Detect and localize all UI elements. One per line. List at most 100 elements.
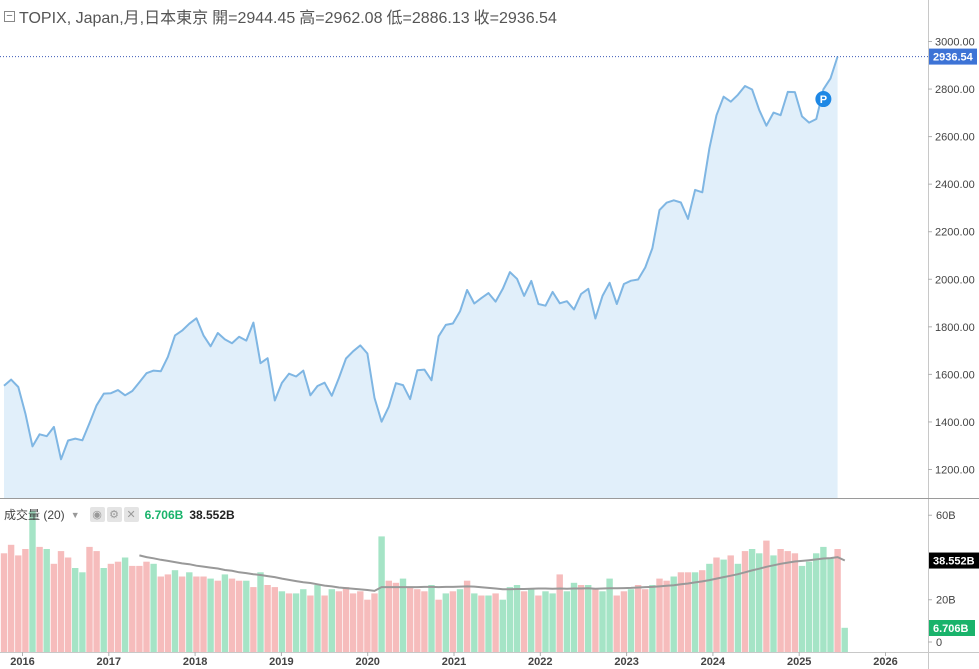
volume-bar bbox=[813, 553, 820, 652]
volume-bar bbox=[727, 555, 734, 652]
volume-bar bbox=[50, 563, 58, 652]
volume-bar bbox=[463, 580, 471, 652]
volume-bar bbox=[520, 591, 528, 652]
volume-bar bbox=[72, 568, 79, 652]
volume-bar bbox=[15, 555, 22, 652]
time-tick-label: 2021 bbox=[442, 656, 466, 668]
volume-tick-label: 0 bbox=[936, 637, 942, 649]
volume-bar bbox=[357, 591, 364, 652]
volume-bar bbox=[713, 557, 720, 652]
volume-bar bbox=[570, 582, 578, 652]
close-icon[interactable]: ✕ bbox=[123, 507, 139, 522]
volume-bar bbox=[300, 589, 307, 652]
symbol-legend: − TOPIX, Japan,月,日本東京 開=2944.45 高=2962.0… bbox=[4, 4, 557, 28]
price-tick-label: 2800.00 bbox=[935, 84, 975, 96]
volume-bar bbox=[485, 595, 492, 652]
last-price-label: 2936.54 bbox=[933, 52, 974, 64]
volume-bar bbox=[734, 563, 742, 652]
chevron-down-icon[interactable]: ▼ bbox=[70, 509, 80, 520]
volume-bar bbox=[100, 568, 107, 652]
volume-bar bbox=[435, 599, 442, 652]
volume-bar bbox=[542, 591, 549, 652]
volume-bar bbox=[328, 589, 335, 652]
symbol-title: TOPIX, Japan,月,日本東京 bbox=[19, 10, 209, 27]
time-tick-label: 2026 bbox=[873, 656, 897, 668]
volume-bar bbox=[157, 576, 164, 652]
volume-bar bbox=[86, 546, 93, 652]
volume-bar bbox=[421, 591, 428, 652]
volume-bars-layer bbox=[0, 511, 848, 652]
volume-bar bbox=[243, 580, 250, 652]
volume-bar bbox=[121, 557, 129, 652]
price-tick-label: 2000.00 bbox=[935, 274, 975, 286]
volume-indicator-title[interactable]: 成交量 (20) bbox=[4, 508, 65, 522]
collapse-legend-icon[interactable]: − bbox=[4, 10, 15, 22]
volume-bar bbox=[36, 546, 43, 652]
volume-bar bbox=[307, 595, 314, 652]
volume-bar bbox=[592, 589, 599, 652]
volume-bar bbox=[706, 563, 713, 652]
price-tick-label: 2600.00 bbox=[935, 132, 975, 144]
volume-bar bbox=[456, 589, 464, 652]
volume-bar bbox=[79, 572, 86, 652]
volume-bar bbox=[0, 553, 8, 652]
price-tick-label: 3000.00 bbox=[935, 37, 975, 49]
time-tick-label: 2017 bbox=[97, 656, 121, 668]
volume-ma-badge bbox=[929, 552, 979, 569]
volume-bar bbox=[834, 549, 841, 652]
volume-bar bbox=[278, 591, 286, 652]
volume-bar bbox=[129, 565, 136, 652]
volume-bar bbox=[314, 585, 321, 652]
volume-bar bbox=[93, 551, 100, 652]
volume-bar bbox=[506, 587, 514, 652]
volume-bar bbox=[827, 557, 834, 652]
volume-bar bbox=[342, 587, 350, 652]
time-tick-label: 2018 bbox=[183, 656, 207, 668]
ohlc-high: 高=2962.08 bbox=[299, 10, 383, 27]
volume-bar bbox=[841, 627, 848, 652]
volume-bar bbox=[748, 549, 756, 652]
volume-value: 6.706B bbox=[144, 507, 184, 522]
volume-bar bbox=[43, 549, 50, 652]
volume-tick-label: 20B bbox=[936, 595, 956, 607]
volume-bar bbox=[805, 561, 813, 652]
volume-bar bbox=[741, 551, 749, 652]
time-tick-label: 2019 bbox=[269, 656, 293, 668]
volume-ma-label: 38.552B bbox=[933, 556, 975, 568]
volume-bar bbox=[228, 578, 236, 652]
time-tick-label: 2024 bbox=[701, 656, 726, 668]
price-area-layer: P bbox=[0, 56, 928, 498]
volume-bar bbox=[371, 593, 378, 652]
volume-bar bbox=[513, 585, 521, 652]
volume-bar bbox=[214, 580, 221, 652]
volume-ma-value: 38.552B bbox=[189, 507, 235, 522]
volume-bar bbox=[684, 572, 692, 652]
eye-icon[interactable]: ◉ bbox=[89, 507, 105, 522]
volume-bar bbox=[264, 585, 271, 652]
volume-bar bbox=[820, 546, 827, 652]
volume-bar bbox=[57, 551, 65, 652]
price-tick-label: 2200.00 bbox=[935, 227, 975, 239]
volume-bar bbox=[7, 544, 15, 652]
ohlc-open: 開=2944.45 bbox=[212, 10, 296, 27]
volume-bar bbox=[649, 585, 656, 652]
volume-bar bbox=[428, 585, 435, 652]
volume-bar bbox=[285, 593, 293, 652]
volume-tick-label: 60B bbox=[936, 510, 956, 522]
gear-icon[interactable]: ⚙ bbox=[106, 507, 122, 522]
volume-bar bbox=[200, 576, 207, 652]
volume-bar bbox=[178, 576, 186, 652]
volume-bar bbox=[399, 578, 407, 652]
volume-bar bbox=[250, 587, 257, 652]
volume-bar bbox=[499, 599, 506, 652]
volume-bar bbox=[492, 593, 499, 652]
volume-bar bbox=[620, 591, 628, 652]
volume-bar bbox=[107, 563, 115, 652]
volume-bar bbox=[235, 580, 243, 652]
price-labels-layer: 2936.54 38.552B 6.706B bbox=[929, 48, 979, 636]
volume-bar bbox=[528, 589, 535, 652]
volume-bar bbox=[29, 511, 36, 652]
volume-bar bbox=[171, 570, 179, 652]
